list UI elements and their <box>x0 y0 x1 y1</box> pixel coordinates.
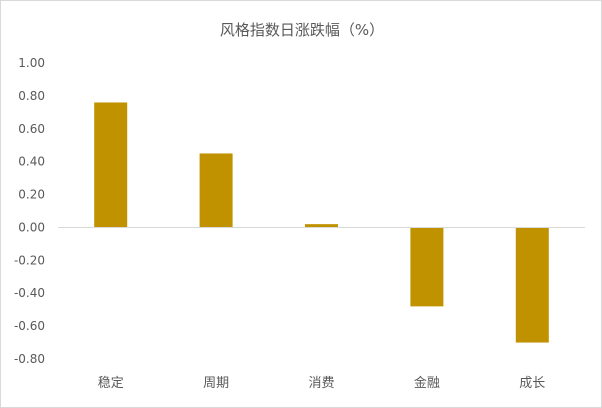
y-axis-ticks: 1.00 0.80 0.60 0.40 0.20 0.00 -0.20 -0.40 -0.60 -… <box>14 56 45 366</box>
x-axis-labels: 稳定 周期 消费 金融 成长 <box>98 375 546 391</box>
bar-0 <box>94 102 128 228</box>
bar-2 <box>305 224 338 228</box>
x-category-label: 成长 <box>519 376 545 391</box>
y-tick-label: 0.40 <box>18 155 45 169</box>
bar-3 <box>410 227 444 307</box>
chart-title: 风格指数日涨跌幅（%） <box>219 21 385 39</box>
y-tick-label: 0.00 <box>18 220 45 234</box>
y-tick-label: -0.20 <box>14 253 45 267</box>
x-category-label: 金融 <box>414 375 440 391</box>
y-tick-label: 0.60 <box>18 122 45 136</box>
bar-1 <box>199 153 233 228</box>
y-tick-label: -0.40 <box>14 286 45 300</box>
y-tick-label: -0.60 <box>14 319 45 333</box>
x-category-label: 消费 <box>308 376 334 391</box>
y-tick-label: 0.20 <box>18 188 45 202</box>
x-category-label: 周期 <box>203 376 229 391</box>
y-tick-label: -0.80 <box>14 352 45 366</box>
bars <box>94 102 549 343</box>
x-category-label: 稳定 <box>98 375 124 391</box>
y-tick-label: 1.00 <box>18 56 45 70</box>
bar-4 <box>515 227 549 343</box>
y-tick-label: 0.80 <box>18 89 45 103</box>
